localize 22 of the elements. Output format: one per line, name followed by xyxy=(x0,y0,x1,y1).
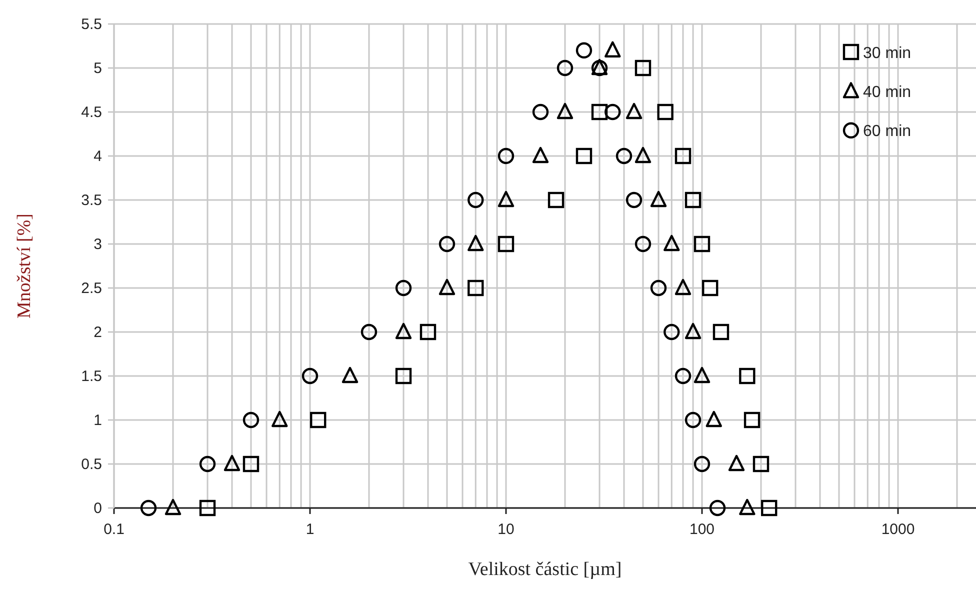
legend-label: 30 min xyxy=(863,45,912,62)
x-axis-title: Velikost částic [µm] xyxy=(468,559,622,580)
legend-label: 60 min xyxy=(863,123,912,140)
x-tick-label: 10 xyxy=(498,521,514,538)
x-tick-label: 1000 xyxy=(881,521,915,538)
y-tick-label: 4 xyxy=(94,148,102,165)
x-tick-label: 1 xyxy=(306,521,314,538)
y-tick-label: 4.5 xyxy=(81,104,102,121)
y-tick-label: 0.5 xyxy=(81,456,102,473)
y-tick-label: 3 xyxy=(94,236,102,253)
y-tick-label: 5.5 xyxy=(81,16,102,33)
y-tick-label: 3.5 xyxy=(81,192,102,209)
x-tick-label: 0.1 xyxy=(104,521,124,538)
y-tick-label: 1.5 xyxy=(81,368,102,385)
y-tick-label: 5 xyxy=(94,60,102,77)
y-axis-title: Množství [%] xyxy=(14,213,35,319)
legend-label: 40 min xyxy=(863,84,912,101)
y-tick-label: 0 xyxy=(94,500,102,517)
x-tick-label: 100 xyxy=(689,521,715,538)
y-tick-label: 2 xyxy=(94,324,102,341)
y-tick-label: 2.5 xyxy=(81,280,102,297)
y-tick-label: 1 xyxy=(94,412,102,429)
